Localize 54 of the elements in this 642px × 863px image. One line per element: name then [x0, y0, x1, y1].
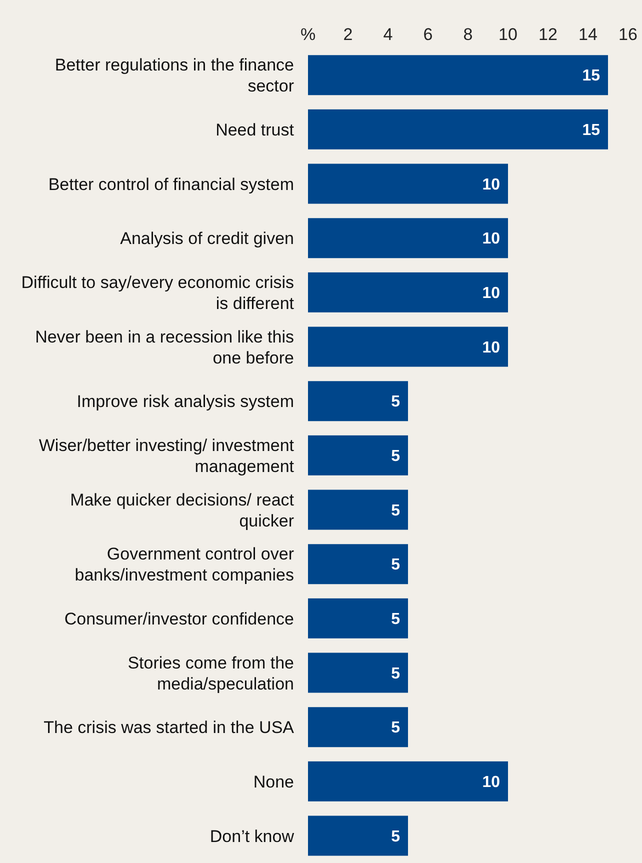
y-tick-label: Need trust: [216, 120, 294, 139]
bar: [308, 164, 508, 204]
bar: [308, 381, 408, 422]
y-tick-label: Never been in a recession like this one before: [35, 326, 294, 367]
x-tick-label: 10: [498, 25, 518, 44]
data-label: 5: [391, 720, 400, 737]
data-label: 10: [482, 230, 500, 248]
bar: [308, 598, 408, 638]
x-tick-label: 14: [578, 25, 598, 44]
data-label: 10: [482, 176, 500, 194]
x-tick-label: 12: [538, 25, 558, 44]
x-tick-label: 2: [343, 25, 353, 44]
bar: [308, 761, 508, 802]
y-tick-label: Consumer/investor confidence: [64, 609, 294, 628]
x-tick-label: 4: [383, 25, 393, 44]
bar: [308, 109, 608, 150]
y-tick-label: None: [253, 772, 294, 791]
y-tick-label: Government control over banks/investment companies: [74, 544, 294, 584]
bar: [308, 272, 508, 312]
bar: [308, 544, 408, 584]
bar: [308, 707, 408, 748]
data-label: 10: [482, 285, 500, 302]
data-label: 5: [391, 394, 400, 411]
data-label: 5: [391, 828, 400, 846]
bar: [308, 218, 508, 258]
bar: [308, 652, 408, 693]
bar: [308, 326, 508, 367]
bar: [308, 435, 408, 476]
data-label: 10: [482, 339, 500, 356]
x-tick-label: 8: [463, 25, 473, 44]
x-tick-label: 16: [618, 25, 638, 44]
y-tick-label: Make quicker decisions/ react quicker: [70, 490, 294, 530]
data-label: 15: [582, 68, 600, 85]
y-tick-label: Better control of financial system: [48, 174, 294, 194]
y-tick-label: Difficult to say/every economic crisis is different: [21, 272, 294, 312]
data-label: 5: [391, 665, 400, 682]
y-tick-label: Improve risk analysis system: [76, 392, 294, 411]
bar: [308, 55, 608, 96]
data-label: 5: [391, 611, 400, 628]
y-tick-label: The crisis was started in the USA: [44, 718, 295, 737]
y-tick-label: Better regulations in the finance sector: [54, 55, 294, 96]
y-tick-label: Analysis of credit given: [120, 228, 294, 248]
bar: [308, 816, 408, 856]
data-label: 15: [582, 122, 600, 140]
data-label: 10: [482, 774, 500, 792]
x-tick-label: 6: [423, 25, 433, 44]
data-label: 5: [391, 556, 400, 574]
y-tick-label: Stories come from the media/speculation: [128, 652, 294, 693]
y-tick-label: Don’t know: [210, 826, 295, 846]
bar: [308, 490, 408, 530]
y-tick-label: Wiser/better investing/ investment management: [38, 436, 294, 476]
data-label: 5: [391, 448, 400, 466]
x-tick-label: %: [300, 25, 316, 44]
data-label: 5: [391, 502, 400, 520]
